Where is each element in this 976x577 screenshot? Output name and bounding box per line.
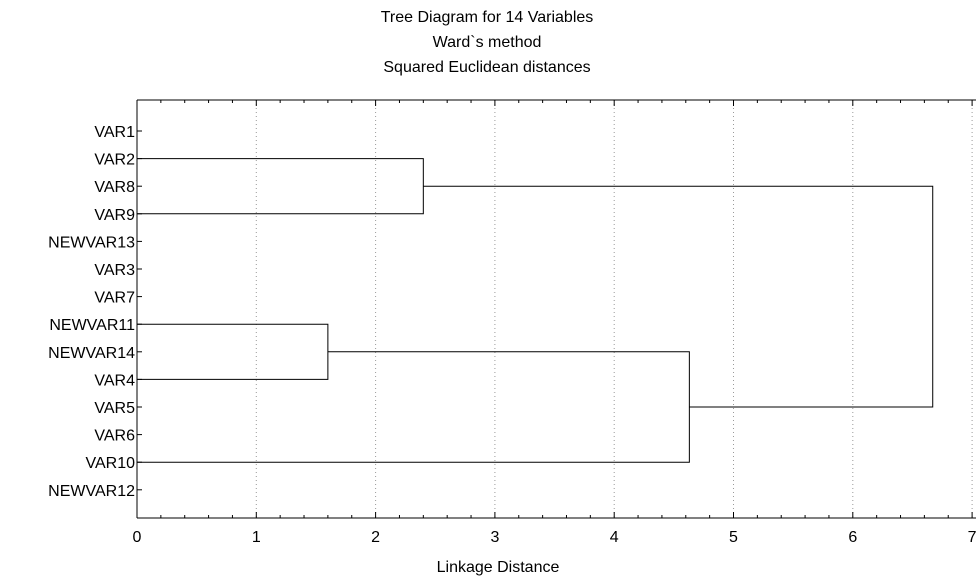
x-tick-label: 7 [968,529,976,546]
x-tick-label: 2 [371,529,380,546]
dendrogram-link [137,323,329,380]
leaf-label: NEWVAR11 [49,317,135,334]
leaf-label: VAR2 [94,152,135,169]
leaf-label: NEWVAR14 [48,345,135,362]
chart-title: Tree Diagram for 14 Variables [381,9,594,26]
x-tick-label: 1 [252,529,261,546]
leaf-label: VAR1 [94,124,135,141]
dendrogram-link [423,185,934,408]
dendrogram-link [137,351,690,463]
x-tick-label: 0 [133,529,142,546]
leaf-label: VAR4 [94,372,135,389]
x-tick-label: 3 [490,529,499,546]
leaf-label: VAR8 [94,179,135,196]
leaf-label: VAR5 [94,400,135,417]
leaf-label: VAR10 [85,455,135,472]
x-tick-label: 6 [848,529,857,546]
x-tick-label: 4 [610,529,619,546]
leaf-label: NEWVAR13 [48,234,135,251]
chart-subtitle-method: Ward`s method [433,34,542,51]
x-tick-label: 5 [729,529,738,546]
chart-subtitle-distance: Squared Euclidean distances [383,59,590,76]
leaf-label: VAR6 [94,428,135,445]
x-axis-label: Linkage Distance [437,559,560,576]
leaf-label: VAR9 [94,207,135,224]
leaf-label: NEWVAR12 [48,483,135,500]
dendrogram-link [137,158,424,215]
leaf-label: VAR7 [94,290,135,307]
leaf-label: VAR3 [94,262,135,279]
